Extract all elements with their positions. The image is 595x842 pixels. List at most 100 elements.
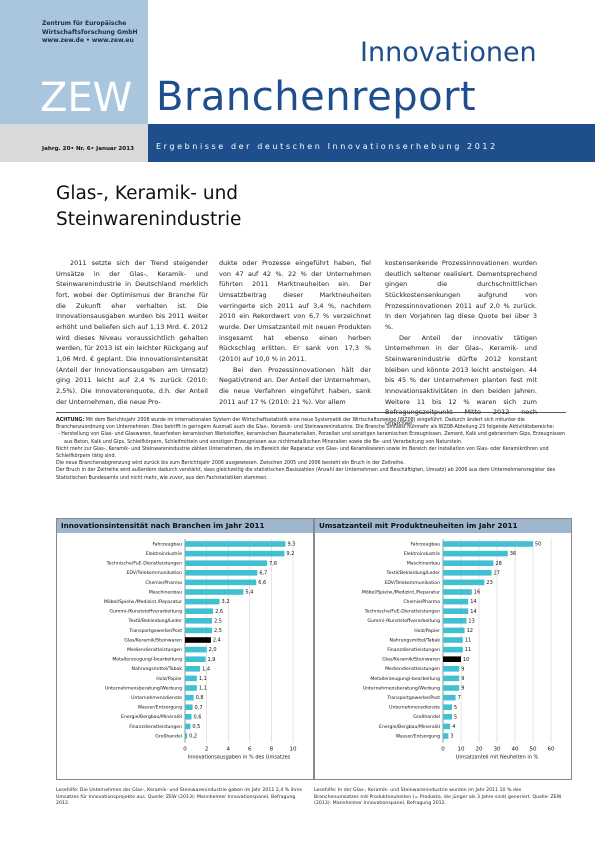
value-label: 5: [454, 705, 457, 711]
bar: [185, 675, 197, 682]
institute-line: Wirtschaftsforschung GmbH: [42, 28, 138, 36]
category-label: Gummi-/Kunststoffverarbeitung: [367, 618, 440, 624]
category-label: Nahrungsmittel/Tabak: [390, 637, 441, 643]
category-label: Unternehmensdienste: [131, 695, 182, 701]
x-tick-label: 10: [458, 747, 465, 753]
category-label: Wasser/Entsorgung: [138, 705, 182, 711]
note-bullet: - Herstellung von Glas- und Glaswaren, f…: [58, 432, 565, 445]
x-axis-label: Innovationsausgaben in % des Umsatzes: [188, 755, 291, 761]
category-label: Gummi-/Kunststoffverarbeitung: [109, 609, 182, 615]
value-label: 0,7: [195, 705, 203, 711]
category-label: Metallerzeugung/-bearbeitung: [370, 676, 440, 682]
category-label: Mediendienstleistungen: [385, 666, 440, 672]
bar: [185, 589, 244, 595]
value-label: 23: [486, 580, 492, 586]
value-label: 1,1: [199, 686, 207, 692]
paragraph: dukte oder Prozesse eingeführt haben, fi…: [219, 259, 371, 363]
value-label: 1,1: [199, 676, 207, 682]
category-label: Holz/Papier: [156, 676, 182, 682]
value-label: 1,9: [208, 657, 216, 663]
x-axis-label: Umsatzanteil mit Neuheiten in %: [456, 755, 539, 761]
chart-caption: Lesehilfe: In der Glas-, Keramik- und St…: [314, 788, 562, 807]
x-tick-label: 20: [476, 747, 483, 753]
bar: [185, 570, 258, 576]
value-label: 0,5: [192, 724, 200, 730]
tagline: Ergebnisse der deutschen Innovationserhe…: [156, 142, 498, 151]
bar: [185, 704, 193, 710]
category-label: Großhandel: [413, 714, 440, 720]
category-label: Unternehmensberatung/Werbung: [105, 685, 182, 691]
bar: [443, 685, 460, 691]
bar: [185, 694, 194, 701]
bar: [185, 666, 201, 672]
category-label: Mediendienstleistungen: [127, 647, 182, 653]
chart-new-product-share: Umsatzanteil mit Produktneuheiten im Jah…: [314, 518, 572, 780]
value-label: 13: [468, 618, 474, 624]
category-label: Energie/Bergbau/Mineralöl: [121, 714, 182, 720]
note-text: Nicht mehr zur Glas-, Keramik- und Stein…: [56, 446, 549, 460]
bar: [185, 723, 191, 730]
value-label: 12: [467, 628, 473, 634]
category-label: Chemie/Pharma: [403, 599, 440, 605]
note-text: Die neue Branchenabgrenzung wird zurück …: [56, 461, 405, 467]
category-label: Textil/Bekleidung/Leder: [385, 570, 440, 576]
bar: [443, 589, 472, 595]
x-tick-label: 50: [530, 747, 537, 753]
value-label: 9: [461, 676, 464, 682]
category-label: Elektroindustrie: [146, 551, 182, 557]
bar: [443, 627, 465, 634]
category-label: Finanzdienstleistungen: [387, 647, 440, 653]
value-label: 10: [463, 657, 469, 663]
value-label: 28: [495, 561, 501, 567]
category-label: Finanzdienstleistungen: [129, 724, 182, 730]
bar: [443, 570, 492, 576]
value-label: 9: [461, 666, 464, 672]
bar: [185, 646, 207, 653]
category-label: Metallerzeugung/-bearbeitung: [112, 657, 182, 663]
value-label: 14: [470, 599, 476, 605]
value-label: 3: [450, 734, 453, 740]
title-line: Glas-, Keramik- und: [56, 183, 239, 204]
chart-caption: Lesehilfe: Die Unternehmen der Glas-, Ke…: [56, 788, 303, 807]
chart-title: Umsatzanteil mit Produktneuheiten im Jah…: [315, 519, 571, 533]
bar: [185, 541, 286, 547]
category-label: Unternehmensberatung/Werbung: [363, 685, 440, 691]
value-label: 11: [465, 638, 471, 644]
value-label: 11: [465, 647, 471, 653]
value-label: 6,6: [258, 580, 266, 586]
x-tick-label: 8: [270, 747, 274, 753]
institute-line: Zentrum für Europäische: [42, 20, 127, 27]
bar: [443, 550, 508, 557]
category-label: Technische/FuE-Dienstleistungen: [106, 561, 182, 567]
value-label: 9,3: [287, 542, 295, 548]
institute-web[interactable]: www.zew.de • www.zew.eu: [42, 37, 134, 44]
value-label: 0,8: [196, 695, 204, 701]
x-tick-label: 6: [248, 747, 252, 753]
x-tick-label: 10: [290, 747, 297, 753]
note-text: Mit dem Berichtsjahr 2008 wurde im inter…: [56, 418, 555, 431]
value-label: 14: [470, 609, 476, 615]
bar: [185, 598, 220, 605]
bar: [443, 541, 533, 547]
chart-svg: 0 10 20 30 40 50 60 Fahrzeugbau 50 Elektroindustr…: [362, 539, 555, 761]
value-label: 4: [452, 724, 455, 730]
value-label: 7,6: [269, 561, 277, 567]
value-label: 6,7: [259, 570, 267, 576]
bar: [443, 656, 461, 662]
header-left-panel: [0, 0, 148, 124]
bar: [443, 704, 452, 710]
bar: [185, 656, 206, 662]
bar: [443, 618, 467, 624]
value-label: 2,6: [215, 609, 223, 615]
bar: [443, 579, 485, 586]
category-label: Wasser/Entsorgung: [396, 733, 440, 739]
value-label: 16: [474, 590, 480, 596]
value-label: 5: [454, 714, 457, 720]
category-label: Transportgewerbe/Post: [386, 695, 440, 701]
page-title: Glas-, Keramik- und Steinwarenindustrie: [56, 181, 241, 233]
bar: [185, 685, 197, 691]
category-label: Maschinenbau: [149, 589, 182, 595]
chart-title: Innovationsintensität nach Branchen im J…: [57, 519, 313, 533]
bar: [443, 666, 460, 672]
category-label: Großhandel: [155, 733, 182, 739]
